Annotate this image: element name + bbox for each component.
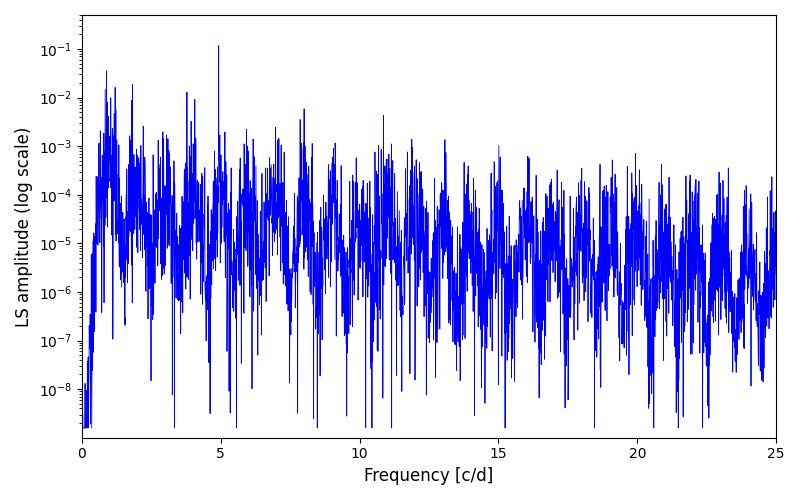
- X-axis label: Frequency [c/d]: Frequency [c/d]: [364, 467, 494, 485]
- Y-axis label: LS amplitude (log scale): LS amplitude (log scale): [15, 126, 33, 326]
